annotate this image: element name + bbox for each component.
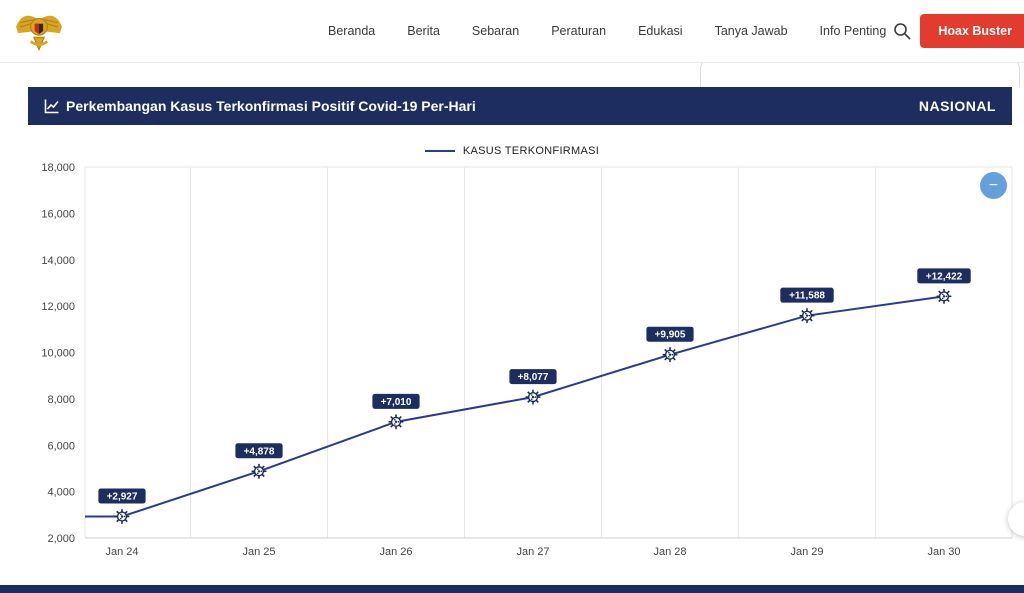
svg-text:14,000: 14,000	[41, 255, 75, 267]
nav-item-berita[interactable]: Berita	[407, 24, 440, 38]
nav-item-info-penting[interactable]: Info Penting	[819, 24, 887, 38]
svg-text:2,000: 2,000	[47, 533, 75, 545]
nav-item-tanya-jawab[interactable]: Tanya Jawab	[714, 24, 788, 38]
svg-text:16,000: 16,000	[41, 208, 75, 220]
main-menu: Beranda Berita Sebaran Peraturan Edukasi…	[328, 0, 886, 62]
garuda-logo-icon	[16, 15, 62, 52]
chart-banner: Perkembangan Kasus Terkonfirmasi Positif…	[28, 87, 1012, 125]
svg-text:6,000: 6,000	[47, 440, 75, 452]
svg-text:10,000: 10,000	[41, 348, 75, 360]
svg-text:+9,905: +9,905	[655, 330, 686, 341]
svg-text:4,000: 4,000	[47, 487, 75, 499]
svg-text:Jan 30: Jan 30	[927, 546, 960, 558]
svg-text:Jan 26: Jan 26	[379, 546, 412, 558]
legend-line-swatch	[424, 150, 455, 152]
svg-text:Jan 27: Jan 27	[516, 546, 549, 558]
top-navbar: Beranda Berita Sebaran Peraturan Edukasi…	[0, 0, 1024, 63]
svg-text:Jan 25: Jan 25	[242, 546, 275, 558]
chart-legend[interactable]: KASUS TERKONFIRMASI	[0, 143, 1024, 159]
hoax-buster-button[interactable]: Hoax Buster	[920, 14, 1024, 48]
nav-item-edukasi[interactable]: Edukasi	[638, 24, 683, 38]
nav-item-sebaran[interactable]: Sebaran	[471, 24, 520, 38]
svg-text:+2,927: +2,927	[107, 492, 138, 503]
nav-item-beranda[interactable]: Beranda	[328, 24, 376, 38]
nav-item-peraturan[interactable]: Peraturan	[551, 24, 607, 38]
svg-text:+4,878: +4,878	[244, 446, 275, 457]
chart-title: Perkembangan Kasus Terkonfirmasi Positif…	[66, 98, 476, 114]
edge-scroll-bubble[interactable]	[1008, 502, 1024, 536]
line-chart-icon	[44, 99, 59, 114]
covid-daily-cases-line-chart[interactable]: 2,000 4,000 6,000 8,000 10,000 12,000 14,000 16…	[0, 140, 1024, 575]
svg-text:+8,077: +8,077	[518, 372, 549, 383]
region-select-remnant[interactable]	[700, 60, 1020, 87]
svg-text:+11,588: +11,588	[789, 291, 825, 302]
legend-label: KASUS TERKONFIRMASI	[462, 145, 600, 157]
svg-text:12,000: 12,000	[41, 301, 75, 313]
svg-text:18,000: 18,000	[41, 162, 75, 174]
svg-text:+7,010: +7,010	[381, 397, 412, 408]
svg-text:+12,422: +12,422	[926, 271, 963, 282]
region-label: NASIONAL	[918, 98, 996, 114]
search-icon[interactable]	[892, 21, 912, 41]
svg-text:Jan 28: Jan 28	[653, 546, 686, 558]
bottom-strip	[0, 585, 1024, 593]
svg-text:Jan 24: Jan 24	[105, 546, 138, 558]
svg-text:8,000: 8,000	[47, 394, 75, 406]
svg-text:Jan 29: Jan 29	[790, 546, 823, 558]
chart-banner-title-wrap: Perkembangan Kasus Terkonfirmasi Positif…	[44, 98, 476, 114]
collapse-chart-button[interactable]: −	[980, 172, 1007, 199]
